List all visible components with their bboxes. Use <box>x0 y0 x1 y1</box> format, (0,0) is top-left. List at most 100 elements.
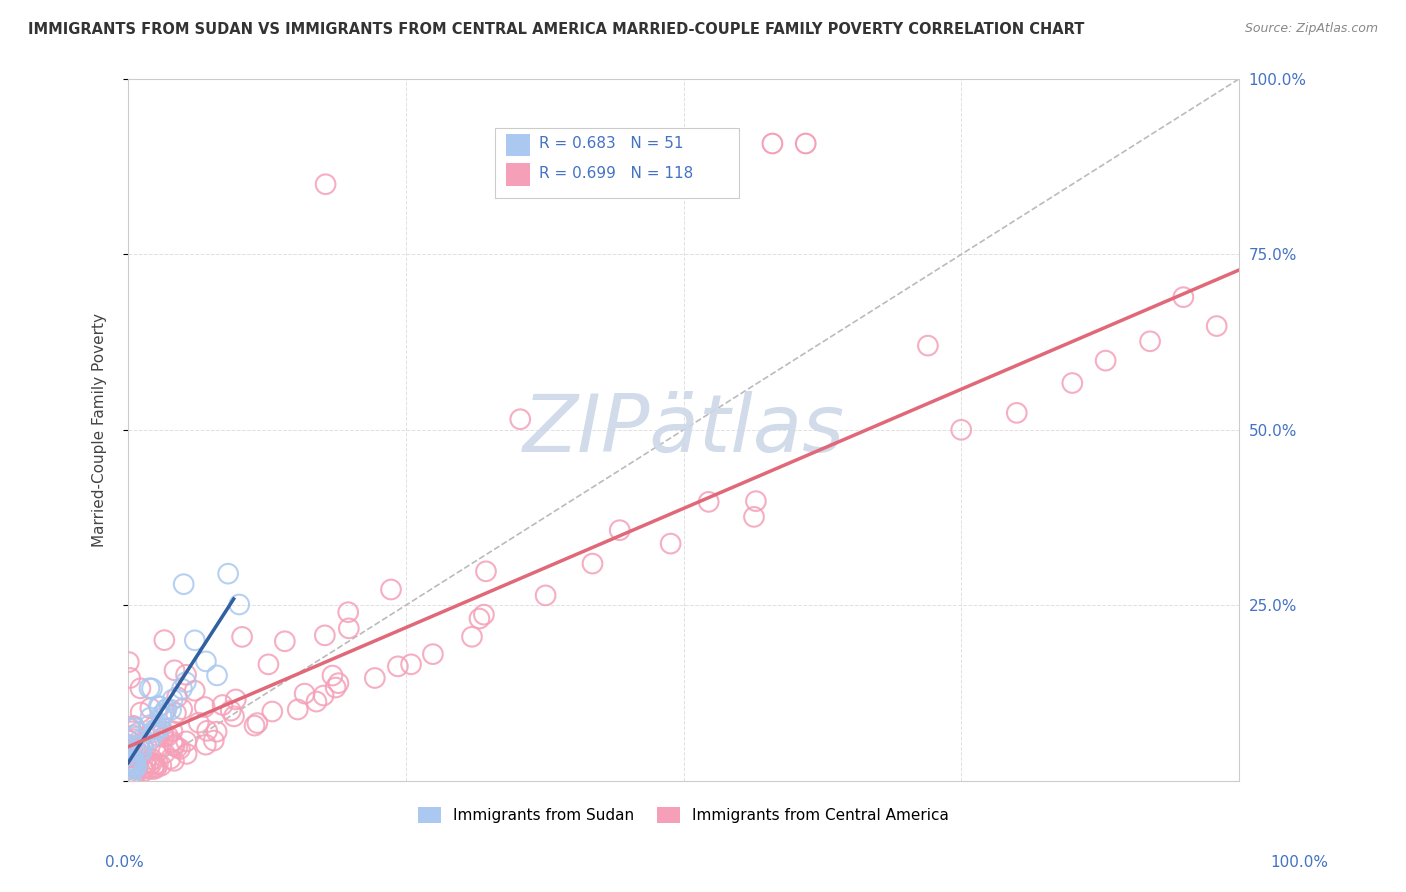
Point <box>581 557 603 571</box>
Point <box>120 671 142 685</box>
Point <box>141 752 163 766</box>
Point <box>202 733 225 747</box>
Point <box>134 756 156 771</box>
Point <box>399 657 422 672</box>
Point <box>509 412 531 426</box>
Point <box>155 702 177 716</box>
Point <box>118 748 141 763</box>
Point <box>187 715 209 730</box>
Point <box>131 744 153 758</box>
Point <box>1173 290 1195 304</box>
Point <box>135 756 157 771</box>
Text: 100.0%: 100.0% <box>1271 855 1329 870</box>
Point <box>121 724 143 739</box>
Point <box>659 536 682 550</box>
Point <box>118 655 141 669</box>
Point <box>134 764 156 778</box>
Point <box>131 738 153 752</box>
Point <box>138 762 160 776</box>
Point <box>314 628 336 642</box>
Point <box>149 699 172 714</box>
Point <box>156 729 179 743</box>
Point <box>194 654 217 668</box>
Point <box>162 735 184 749</box>
Point <box>380 582 402 597</box>
Point <box>163 754 186 768</box>
Point <box>125 760 148 774</box>
Point <box>125 762 148 776</box>
Point <box>122 755 145 769</box>
Point <box>1205 319 1227 334</box>
Text: ZIPätlas: ZIPätlas <box>523 391 845 469</box>
Point <box>139 739 162 754</box>
Point <box>246 716 269 731</box>
Text: 0.0%: 0.0% <box>105 855 145 870</box>
Point <box>163 663 186 677</box>
Point <box>257 657 280 672</box>
Point <box>138 681 160 696</box>
Point <box>163 738 186 752</box>
Point <box>194 700 217 714</box>
Point <box>148 698 170 713</box>
FancyBboxPatch shape <box>506 163 530 186</box>
Point <box>166 690 188 705</box>
Point <box>117 750 139 764</box>
Text: IMMIGRANTS FROM SUDAN VS IMMIGRANTS FROM CENTRAL AMERICA MARRIED-COUPLE FAMILY P: IMMIGRANTS FROM SUDAN VS IMMIGRANTS FROM… <box>28 22 1084 37</box>
Point <box>742 509 765 524</box>
Point <box>124 721 146 735</box>
Point <box>172 702 194 716</box>
Point <box>117 753 139 767</box>
Point <box>243 718 266 732</box>
Point <box>127 758 149 772</box>
Text: Source: ZipAtlas.com: Source: ZipAtlas.com <box>1244 22 1378 36</box>
Point <box>124 721 146 735</box>
Point <box>120 757 142 772</box>
Point <box>122 728 145 742</box>
Point <box>124 743 146 757</box>
Point <box>121 756 143 770</box>
Point <box>138 718 160 732</box>
Point <box>170 681 193 696</box>
Point <box>184 633 207 648</box>
Point <box>127 726 149 740</box>
Point <box>146 729 169 743</box>
Point <box>121 760 143 774</box>
Point <box>132 742 155 756</box>
Point <box>163 739 186 753</box>
Point <box>228 598 250 612</box>
Point <box>917 338 939 352</box>
Point <box>169 742 191 756</box>
Point <box>461 630 484 644</box>
Point <box>294 687 316 701</box>
Point <box>219 704 242 718</box>
Point <box>143 760 166 774</box>
Point <box>472 607 495 622</box>
Point <box>141 756 163 770</box>
Point <box>184 683 207 698</box>
Point <box>697 495 720 509</box>
Point <box>160 703 183 717</box>
Point <box>142 762 165 776</box>
Point <box>262 705 284 719</box>
Point <box>1094 353 1116 368</box>
Point <box>139 711 162 725</box>
Point <box>655 156 678 170</box>
Legend: Immigrants from Sudan, Immigrants from Central America: Immigrants from Sudan, Immigrants from C… <box>412 801 955 830</box>
Point <box>145 723 167 737</box>
Point <box>118 748 141 763</box>
Point <box>217 566 239 581</box>
Point <box>143 757 166 772</box>
Point <box>124 757 146 772</box>
Point <box>211 698 233 712</box>
Point <box>287 702 309 716</box>
Point <box>153 706 176 720</box>
Point <box>174 675 197 690</box>
Point <box>328 676 350 690</box>
Point <box>222 709 245 723</box>
Point <box>132 762 155 776</box>
Point <box>1062 376 1084 390</box>
Point <box>321 668 343 682</box>
Point <box>475 564 498 578</box>
Point <box>761 136 783 151</box>
Point <box>159 752 181 766</box>
